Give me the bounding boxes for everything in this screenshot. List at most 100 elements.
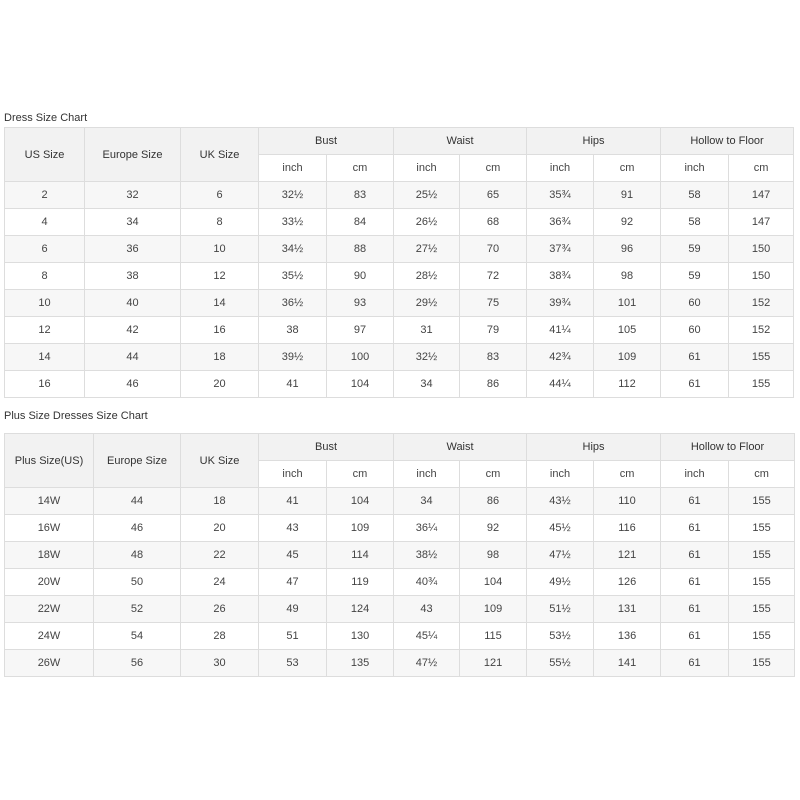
table-cell: 147	[728, 181, 795, 209]
table-cell: 61	[660, 370, 730, 398]
table-cell: 83	[459, 343, 528, 371]
table-row: 4 34 8 33½ 84 26½ 68 36¾ 92 58 147	[4, 208, 795, 236]
table-cell: 53½	[526, 622, 595, 650]
unit-header: inch	[660, 460, 730, 488]
table-cell: 32½	[258, 181, 327, 209]
table-cell: 36¾	[526, 208, 595, 236]
plus-size-chart-title: Plus Size Dresses Size Chart	[4, 410, 148, 422]
table-cell: 36	[84, 235, 181, 263]
table-cell: 45¼	[393, 622, 461, 650]
table-cell: 93	[325, 289, 395, 317]
table-cell: 155	[728, 343, 795, 371]
table-cell: 86	[459, 487, 528, 515]
table-cell: 121	[459, 649, 528, 677]
table-cell: 44¼	[526, 370, 595, 398]
table-cell: 45	[258, 541, 327, 569]
table-cell: 109	[325, 514, 395, 542]
column-header: Europe Size	[84, 127, 181, 182]
table-cell: 38	[84, 262, 181, 290]
unit-header: cm	[593, 154, 662, 182]
table-cell: 18W	[4, 541, 94, 569]
column-header: UK Size	[180, 433, 259, 488]
table-cell: 6	[180, 181, 259, 209]
table-row: 16W 46 20 43 109 36¼ 92 45½ 116 61 155	[4, 514, 796, 542]
table-cell: 59	[660, 262, 730, 290]
table-cell: 124	[325, 595, 395, 623]
table-cell: 58	[660, 208, 730, 236]
table-cell: 12	[4, 316, 85, 344]
table-cell: 30	[180, 649, 259, 677]
table-cell: 6	[4, 235, 85, 263]
table-row: 14 44 18 39½ 100 32½ 83 42¾ 109 61 155	[4, 343, 795, 371]
table-cell: 38	[258, 316, 327, 344]
table-cell: 60	[660, 316, 730, 344]
table-cell: 91	[593, 181, 662, 209]
table-row: 10 40 14 36½ 93 29½ 75 39¾ 101 60 152	[4, 289, 795, 317]
table-cell: 119	[325, 568, 395, 596]
table-cell: 20	[180, 514, 259, 542]
table-cell: 28½	[393, 262, 461, 290]
table-cell: 42	[84, 316, 181, 344]
table-cell: 70	[459, 235, 528, 263]
table-cell: 16	[4, 370, 85, 398]
table-cell: 155	[728, 541, 796, 569]
table-cell: 38½	[393, 541, 461, 569]
table-cell: 39½	[258, 343, 327, 371]
table-cell: 98	[593, 262, 662, 290]
table-cell: 84	[325, 208, 395, 236]
table-cell: 155	[728, 514, 796, 542]
table-cell: 155	[728, 370, 795, 398]
column-header: UK Size	[180, 127, 259, 182]
table-cell: 152	[728, 289, 795, 317]
table-cell: 49½	[526, 568, 595, 596]
table-cell: 34	[393, 370, 461, 398]
table-cell: 109	[459, 595, 528, 623]
table-cell: 44	[84, 343, 181, 371]
table-cell: 10	[180, 235, 259, 263]
table-cell: 24W	[4, 622, 94, 650]
unit-header: inch	[393, 154, 461, 182]
table-cell: 114	[325, 541, 395, 569]
table-cell: 32	[84, 181, 181, 209]
table-cell: 72	[459, 262, 528, 290]
table-cell: 88	[325, 235, 395, 263]
table-row: 22W 52 26 49 124 43 109 51½ 131 61 155	[4, 595, 796, 623]
dress-size-table: US Size Europe Size UK Size Bust Waist Hips Ho…	[4, 127, 795, 398]
table-cell: 41	[258, 487, 327, 515]
table-cell: 61	[660, 649, 730, 677]
table-cell: 105	[593, 316, 662, 344]
column-header: Hips	[526, 433, 662, 461]
table-cell: 61	[660, 487, 730, 515]
table-cell: 58	[660, 181, 730, 209]
table-row: 16 46 20 41 104 34 86 44¼ 112 61 155	[4, 370, 795, 398]
table-cell: 61	[660, 568, 730, 596]
table-cell: 46	[84, 370, 181, 398]
table-cell: 96	[593, 235, 662, 263]
column-header: US Size	[4, 127, 85, 182]
table-cell: 61	[660, 595, 730, 623]
table-cell: 116	[593, 514, 662, 542]
table-cell: 22W	[4, 595, 94, 623]
table-cell: 36¼	[393, 514, 461, 542]
table-cell: 104	[325, 370, 395, 398]
table-cell: 155	[728, 568, 796, 596]
subheader-row: inch cm inch cm inch cm inch cm	[5, 460, 796, 488]
column-header: Hips	[526, 127, 662, 155]
table-cell: 97	[325, 316, 395, 344]
table-cell: 75	[459, 289, 528, 317]
table-cell: 22	[180, 541, 259, 569]
table-cell: 92	[459, 514, 528, 542]
table-cell: 36½	[258, 289, 327, 317]
table-cell: 49	[258, 595, 327, 623]
table-cell: 68	[459, 208, 528, 236]
table-cell: 42¾	[526, 343, 595, 371]
header-row: Plus Size(US) Europe Size UK Size Bust Waist…	[4, 433, 796, 488]
table-cell: 79	[459, 316, 528, 344]
table-cell: 51½	[526, 595, 595, 623]
table-cell: 155	[728, 487, 796, 515]
dress-size-chart-title: Dress Size Chart	[4, 112, 88, 124]
column-header: Europe Size	[93, 433, 181, 488]
table-cell: 20W	[4, 568, 94, 596]
table-cell: 98	[459, 541, 528, 569]
unit-header: inch	[526, 460, 595, 488]
